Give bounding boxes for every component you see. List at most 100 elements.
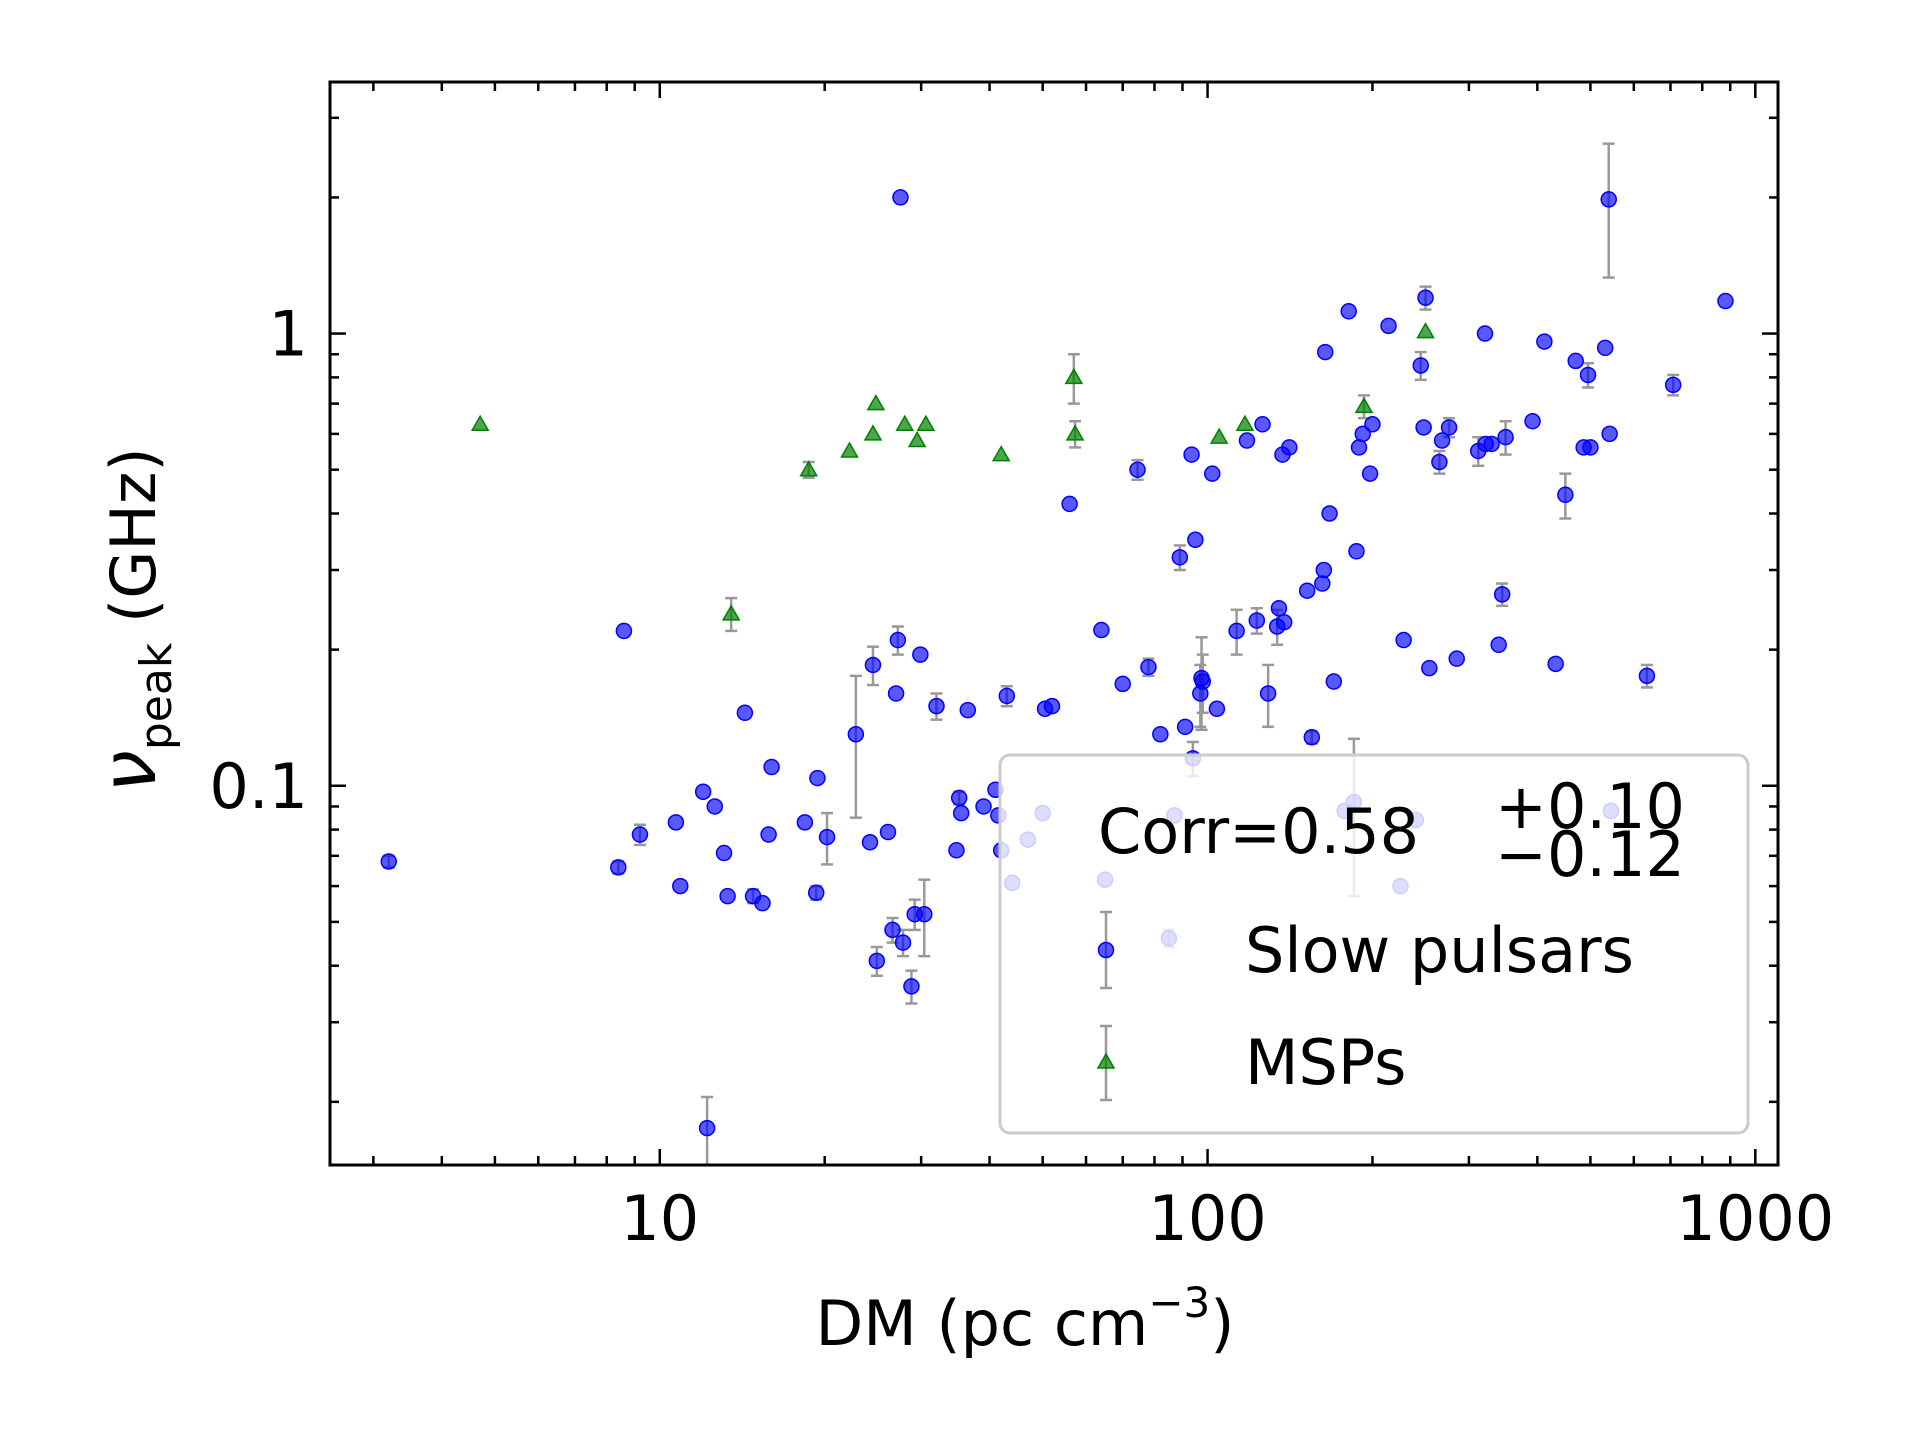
slow-pulsar-point [1303,729,1321,746]
slow-pulsar-point [1433,432,1451,449]
slow-pulsar-point [861,834,879,851]
slow-pulsar-point [1281,439,1298,456]
slow-pulsar-point [892,189,909,206]
slow-pulsar-point [864,656,882,674]
y-tick-label: 1 [269,298,308,371]
x-tick-label: 10 [620,1182,699,1255]
y-tick-label: 0.1 [209,750,308,823]
slow-pulsar-point [889,631,907,649]
slow-pulsar-point [903,978,920,995]
slow-pulsar-point [884,921,901,939]
slow-pulsar-point [706,798,724,815]
slow-pulsar-point [736,704,754,722]
msp-point [721,604,741,621]
slow-pulsar-point [950,789,968,807]
legend-slow-label: Slow pulsars [1245,914,1634,987]
legend-frame [998,753,1750,1135]
slow-pulsar-point [1579,366,1597,384]
slow-pulsar-point [672,877,689,895]
msp-point [470,414,490,432]
slow-pulsar-point [1325,673,1343,690]
slow-pulsar-point [1129,461,1146,478]
x-axis-label-close: ) [1210,1287,1234,1360]
slow-pulsar-point [1314,575,1331,592]
msp-point [799,460,818,477]
slow-pulsar-point [754,894,771,912]
slow-pulsar-point [1093,621,1110,639]
msp-point [1354,396,1374,414]
slow-pulsar-point [1497,428,1514,446]
slow-pulsar-point [1380,317,1397,335]
slow-pulsar-point [1664,376,1682,394]
x-tick-label: 1000 [1676,1182,1834,1255]
slow-pulsar-point [1315,561,1333,579]
slow-pulsar-point [694,783,712,800]
slow-pulsar-point [380,853,397,870]
slow-pulsar-point [1557,486,1574,504]
slow-pulsar-point [763,758,780,776]
slow-pulsar-point [1440,419,1458,436]
slow-pulsar-point [894,934,912,951]
msp-point [866,394,886,411]
slow-pulsar-point [1208,700,1226,718]
slow-pulsar-point [1238,432,1256,449]
slow-pulsar-point [1270,599,1288,617]
slow-pulsar-point [1547,655,1564,673]
slow-pulsar-point [959,701,977,719]
slow-pulsar-point [1717,292,1734,310]
slow-pulsar-point [1140,658,1157,676]
slow-pulsar-point [615,622,633,640]
plot-frame [328,80,1780,1167]
msp-point [840,441,859,458]
slow-pulsar-point [1596,339,1614,357]
legend-msp-label: MSPs [1245,1026,1406,1099]
slow-pulsar-point [1194,673,1212,690]
slow-pulsar-point [887,685,905,702]
x-tick-label: 100 [1148,1182,1266,1255]
slow-pulsar-point [760,826,777,843]
slow-pulsar-point [807,884,825,901]
slow-pulsar-point [715,844,733,862]
slow-pulsar-point [928,697,945,715]
msp-point [863,424,883,441]
slow-pulsar-point [1350,439,1368,456]
slow-pulsar-point [1431,453,1448,471]
slow-pulsar-point [1183,446,1200,463]
slow-pulsar-point [1412,357,1429,374]
slow-pulsar-point [1176,718,1194,736]
msp-point [1235,414,1255,432]
slow-pulsar-point [1476,325,1494,342]
slow-pulsar-point [818,828,836,846]
slow-pulsar-point [868,952,886,970]
slow-pulsar-point [952,804,970,822]
slow-pulsar-point [1152,725,1169,743]
slow-pulsar-point [1061,495,1078,513]
slow-pulsar-point [975,798,992,815]
slow-pulsar-point [1275,613,1293,631]
msp-point [916,414,936,432]
slow-pulsar-point [1321,505,1338,522]
axes-layer: 10 100 1000 0.1 1 [209,80,1834,1255]
msp-point [991,445,1011,462]
legend-corr-sup: +0.10 [1495,770,1685,843]
slow-pulsar-point [631,826,649,843]
legend: Corr=0.58 +0.10 −0.12 Slow pulsars MSPs [998,753,1750,1135]
x-axis-label: DM (pc cm−3) [816,1278,1235,1360]
slow-pulsar-point [1421,659,1438,677]
y-axis-label-symbol: ν [84,750,173,792]
slow-pulsar-point [1348,543,1365,560]
slow-pulsar-point [1490,636,1507,654]
slow-pulsar-point [1204,465,1221,482]
slow-pulsar-point [1582,439,1599,456]
slow-pulsar-point [1417,289,1434,307]
slow-pulsar-point [1171,549,1189,566]
slow-pulsar-point [796,814,814,831]
msp-point [1064,367,1084,385]
slow-pulsar-point [1483,435,1500,453]
slow-pulsar-point [1364,416,1381,433]
slow-pulsar-point [1114,675,1131,693]
slow-pulsar-point [1600,191,1617,208]
msp-point [1209,427,1229,444]
slow-pulsar-point [1567,352,1584,370]
